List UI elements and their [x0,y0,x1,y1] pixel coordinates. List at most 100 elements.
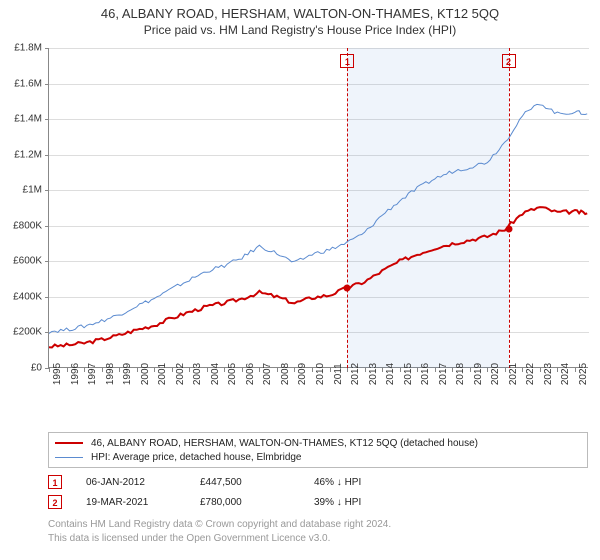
title-subtitle: Price paid vs. HM Land Registry's House … [10,23,590,37]
sale-row-marker: 1 [48,475,62,489]
sale-date: 06-JAN-2012 [86,477,176,488]
x-tick [470,368,471,372]
x-axis-label: 2006 [245,363,256,385]
x-tick [487,368,488,372]
x-axis-label: 2019 [473,363,484,385]
legend-label: 46, ALBANY ROAD, HERSHAM, WALTON-ON-THAM… [91,438,478,449]
x-tick [67,368,68,372]
x-axis-label: 2014 [385,363,396,385]
sale-row: 1 06-JAN-2012 £447,500 46% ↓ HPI [48,472,588,492]
x-tick [347,368,348,372]
x-tick [137,368,138,372]
legend-row: 46, ALBANY ROAD, HERSHAM, WALTON-ON-THAM… [55,436,581,450]
x-tick [557,368,558,372]
x-tick [400,368,401,372]
x-tick [312,368,313,372]
x-axis-label: 2025 [578,363,589,385]
x-tick [522,368,523,372]
sale-row-marker: 2 [48,495,62,509]
x-tick [259,368,260,372]
y-axis-label: £400K [13,291,42,302]
sale-table: 1 06-JAN-2012 £447,500 46% ↓ HPI 2 19-MAR-202… [48,472,588,512]
footer: Contains HM Land Registry data © Crown c… [48,518,391,545]
legend: 46, ALBANY ROAD, HERSHAM, WALTON-ON-THAM… [48,432,588,468]
legend-swatch [55,457,83,458]
x-axis-label: 2024 [560,363,571,385]
sale-price: £780,000 [200,497,290,508]
y-axis-label: £800K [13,220,42,231]
x-axis-label: 2021 [508,363,519,385]
x-tick [382,368,383,372]
series-line-hpi [49,104,587,333]
x-axis-label: 2009 [297,363,308,385]
legend-label: HPI: Average price, detached house, Elmb… [91,452,302,463]
y-axis-label: £600K [13,256,42,267]
x-tick [224,368,225,372]
footer-line1: Contains HM Land Registry data © Crown c… [48,518,391,532]
chart-container: 46, ALBANY ROAD, HERSHAM, WALTON-ON-THAM… [0,0,600,560]
x-axis-label: 2000 [140,363,151,385]
title-address: 46, ALBANY ROAD, HERSHAM, WALTON-ON-THAM… [10,6,590,21]
footer-line2: This data is licensed under the Open Gov… [48,532,391,546]
x-axis-label: 2003 [192,363,203,385]
x-axis-label: 2016 [420,363,431,385]
y-axis-label: £1.8M [14,43,42,54]
x-axis-label: 2017 [438,363,449,385]
x-tick [277,368,278,372]
x-axis-label: 2001 [157,363,168,385]
x-tick [242,368,243,372]
x-tick [505,368,506,372]
y-axis-label: £1.6M [14,78,42,89]
x-axis-label: 2018 [455,363,466,385]
x-axis-label: 2022 [525,363,536,385]
title-block: 46, ALBANY ROAD, HERSHAM, WALTON-ON-THAM… [0,0,600,39]
x-tick [575,368,576,372]
x-tick [207,368,208,372]
x-tick [84,368,85,372]
x-tick [435,368,436,372]
y-axis-label: £1.4M [14,114,42,125]
y-axis-label: £1.2M [14,149,42,160]
chart-area: 12 [48,48,588,398]
x-axis-label: 2004 [210,363,221,385]
y-axis-label: £0 [31,363,42,374]
x-tick [540,368,541,372]
series-line-price_paid [49,207,587,347]
series-svg [49,48,589,368]
x-tick [49,368,50,372]
x-axis-label: 2008 [280,363,291,385]
x-axis-label: 2011 [333,363,344,385]
legend-row: HPI: Average price, detached house, Elmb… [55,450,581,464]
x-tick [102,368,103,372]
x-axis-label: 2012 [350,363,361,385]
x-axis-label: 1999 [122,363,133,385]
sale-pct: 46% ↓ HPI [314,477,404,488]
sale-date: 19-MAR-2021 [86,497,176,508]
x-axis-label: 2020 [490,363,501,385]
x-axis-label: 1996 [70,363,81,385]
x-tick [330,368,331,372]
x-tick [365,368,366,372]
x-axis-label: 2010 [315,363,326,385]
x-axis-label: 2007 [262,363,273,385]
x-tick [119,368,120,372]
x-axis-label: 2005 [227,363,238,385]
legend-swatch [55,442,83,444]
y-axis-label: £200K [13,327,42,338]
x-axis-label: 2015 [403,363,414,385]
x-axis-label: 1995 [52,363,63,385]
plot: 12 [48,48,588,368]
x-axis-label: 2002 [175,363,186,385]
y-axis-label: £1M [23,185,42,196]
x-tick [189,368,190,372]
sale-price: £447,500 [200,477,290,488]
x-tick [294,368,295,372]
x-tick [452,368,453,372]
x-axis-label: 1997 [87,363,98,385]
x-tick [154,368,155,372]
x-tick [417,368,418,372]
x-tick [172,368,173,372]
x-axis-label: 2013 [368,363,379,385]
x-axis-label: 2023 [543,363,554,385]
sale-row: 219-MAR-2021£780,00039% ↓ HPI [48,492,588,512]
